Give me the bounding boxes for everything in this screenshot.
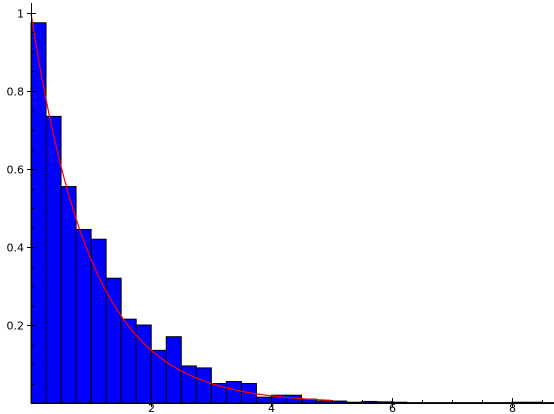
histogram-bar <box>346 401 363 404</box>
histogram-bar <box>195 367 212 404</box>
histogram-bar <box>135 324 152 404</box>
density-curve <box>30 12 332 401</box>
y-tick-label: 1 <box>17 8 24 21</box>
x-tick-label: 4 <box>268 402 275 414</box>
x-tick-label: 8 <box>509 402 516 414</box>
axes <box>31 3 554 404</box>
tick-labels: 0.2 0.4 0.6 0.8 1 2 4 6 8 <box>7 8 517 414</box>
histogram-bar <box>316 400 333 404</box>
histogram-bar <box>60 186 77 404</box>
histogram-bar <box>526 401 543 404</box>
histogram-bars <box>30 22 554 404</box>
histogram-bar <box>150 349 167 404</box>
histogram-bar <box>225 381 242 404</box>
y-tick-label: 0.2 <box>7 320 25 333</box>
histogram-bar <box>105 277 122 404</box>
x-tick-label: 6 <box>389 402 396 414</box>
y-tick-label: 0.6 <box>7 164 25 177</box>
y-tick-label: 0.8 <box>7 86 25 99</box>
histogram-bar <box>361 400 378 404</box>
x-tick-label: 2 <box>148 402 155 414</box>
y-tick-label: 0.4 <box>7 242 25 255</box>
histogram-bar <box>331 400 348 404</box>
axis-ticks <box>27 13 543 407</box>
